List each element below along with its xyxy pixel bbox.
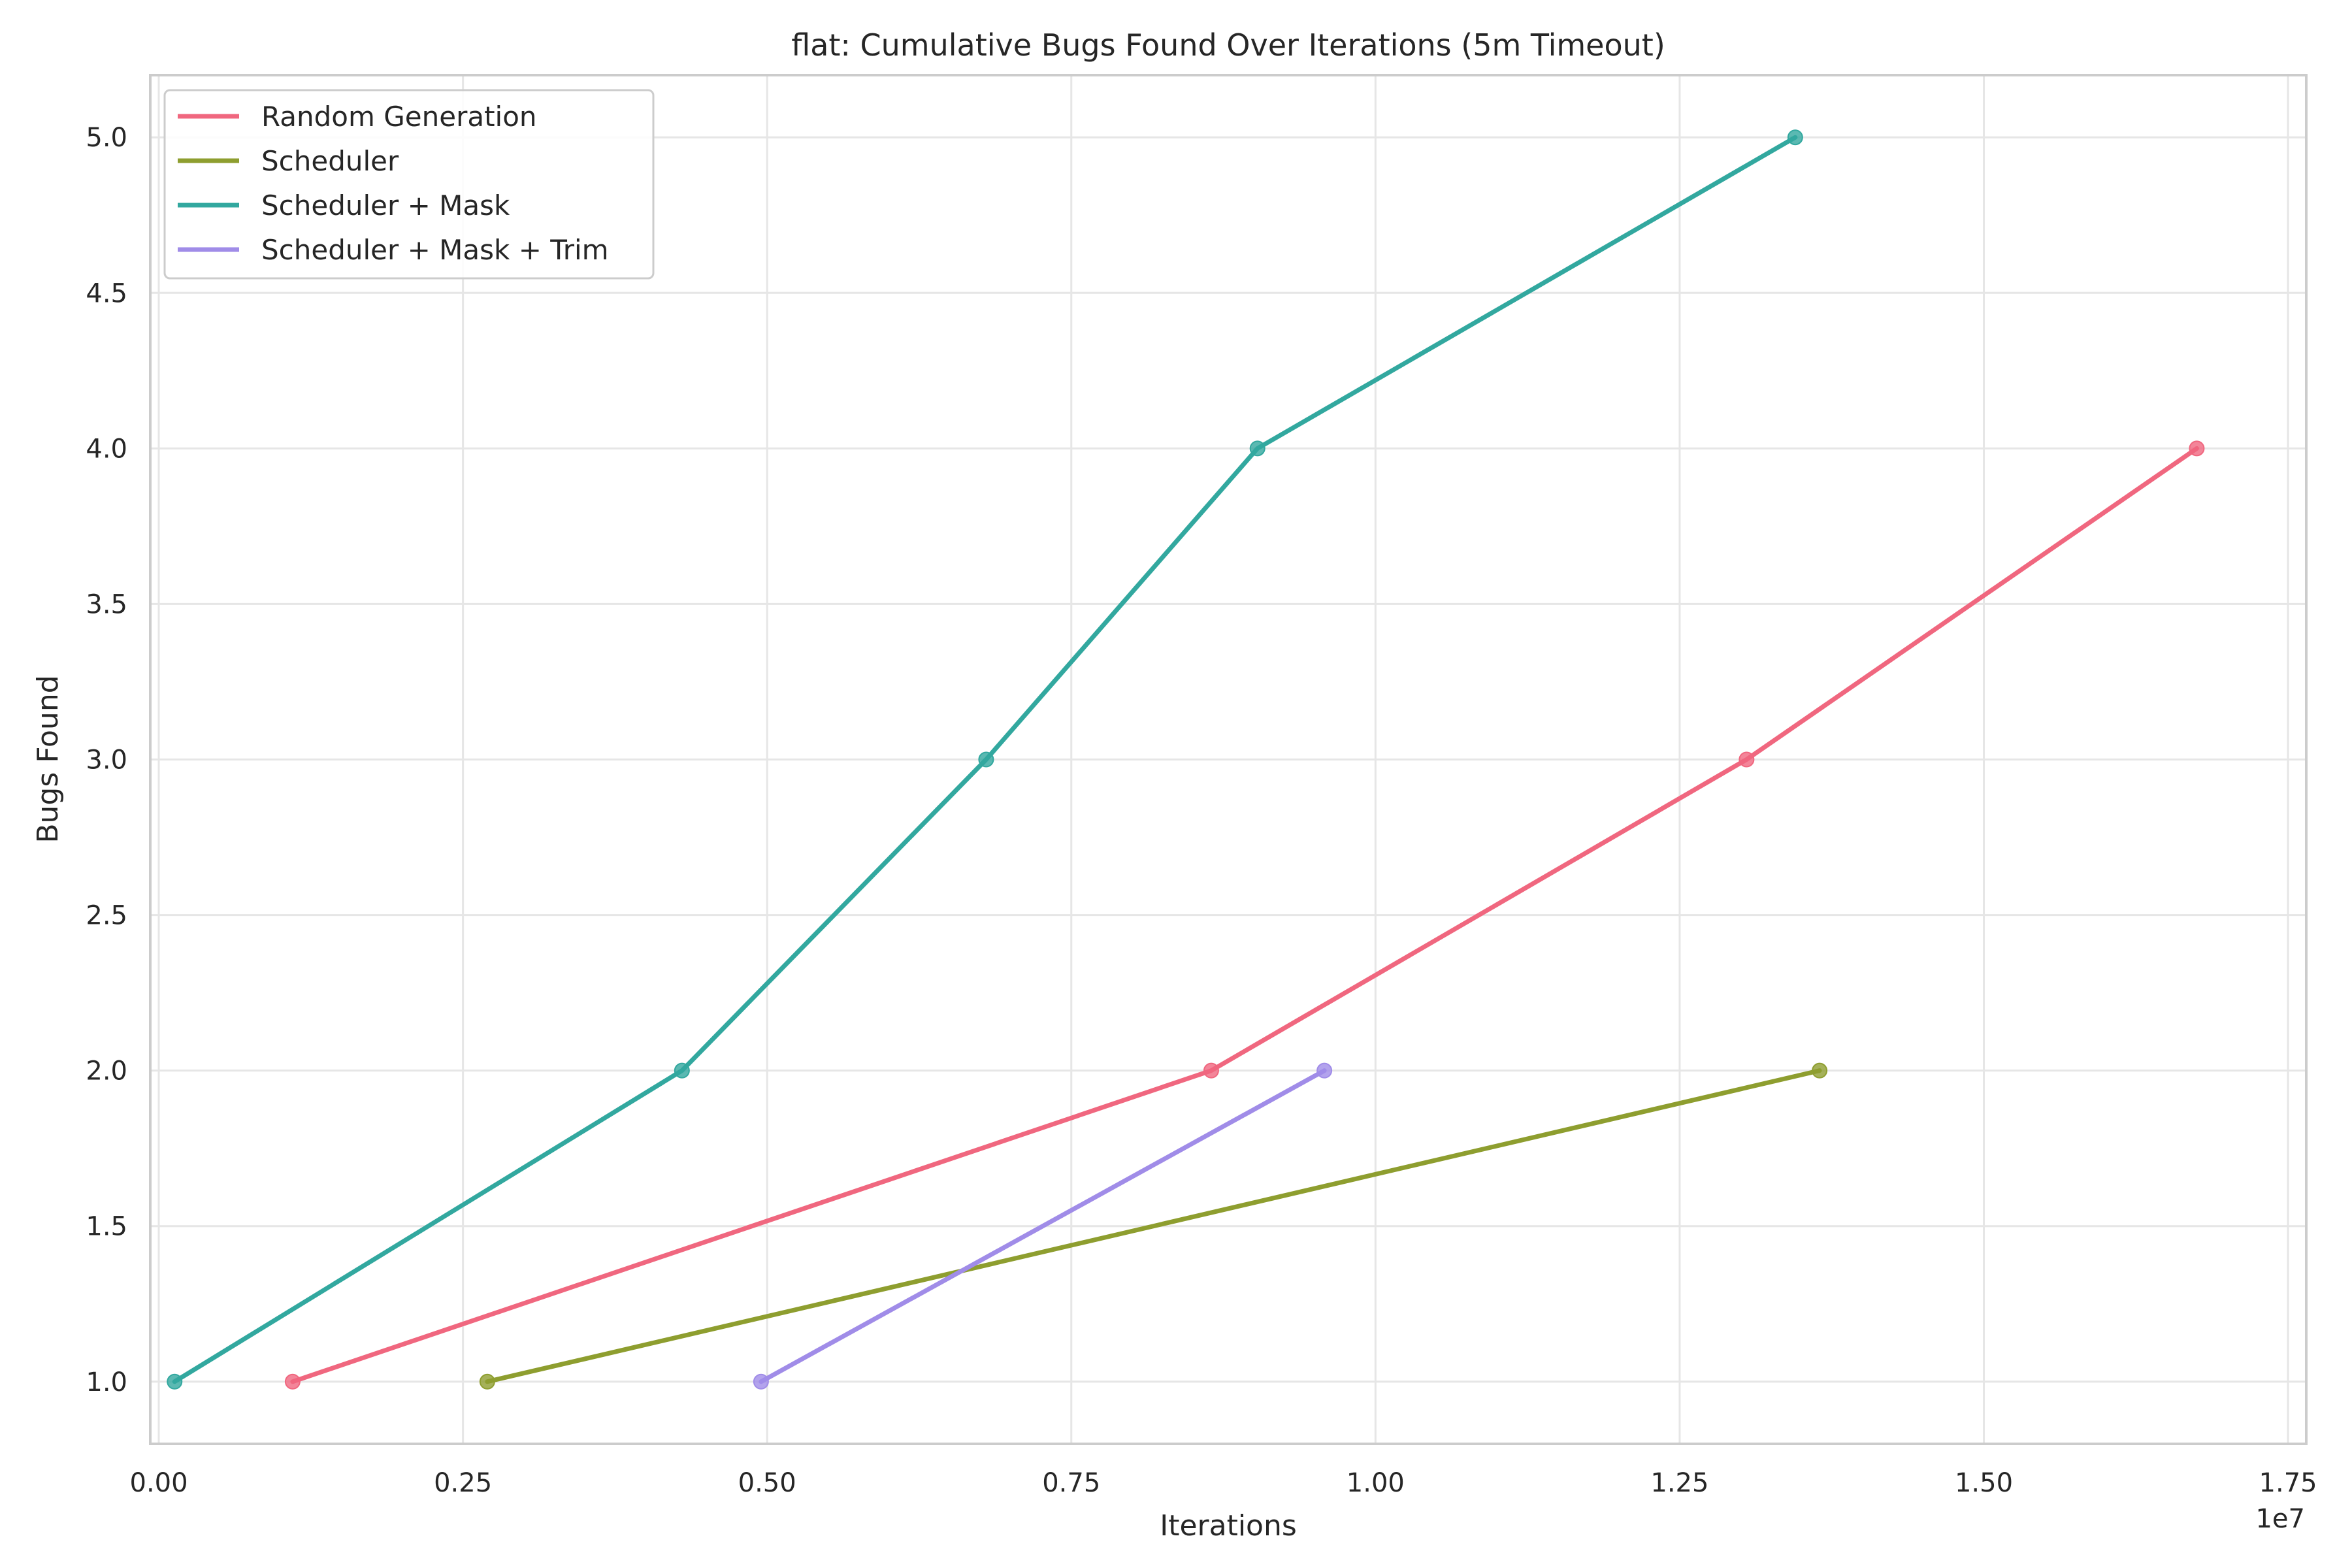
data-point: [753, 1373, 769, 1390]
x-tick-label: 0.75: [1042, 1468, 1100, 1498]
series-group: [167, 129, 2205, 1390]
series-line: [290, 446, 2199, 1384]
data-point: [479, 1373, 495, 1390]
grid: [150, 75, 2306, 1444]
legend-label: Scheduler + Mask + Trim: [261, 234, 609, 266]
data-point: [1812, 1062, 1828, 1079]
series-scheduler-mask-trim: [753, 1062, 1333, 1390]
y-tick-label: 2.5: [86, 901, 127, 931]
data-point: [284, 1373, 301, 1390]
data-point: [978, 751, 994, 768]
legend-label: Random Generation: [261, 101, 537, 133]
tick-labels: 0.00 0.25 0.50 0.75 1.00 1.25 1.50 1.75 1.0 1.5 2.…: [86, 123, 2317, 1498]
series-line: [759, 1068, 1327, 1384]
legend-items: Random Generation Scheduler Scheduler + Ma…: [178, 101, 609, 266]
x-axis-label: Iterations: [1160, 1509, 1297, 1543]
data-point: [1739, 751, 1755, 768]
x-tick-label: 1.75: [2259, 1468, 2317, 1498]
plot-frame: [149, 74, 2308, 1445]
legend-label: Scheduler + Mask: [261, 189, 510, 221]
legend-label: Scheduler: [261, 145, 399, 177]
y-tick-label: 4.0: [86, 434, 127, 464]
data-point: [167, 1373, 183, 1390]
y-tick-label: 3.5: [86, 589, 127, 619]
y-tick-label: 1.0: [86, 1367, 127, 1397]
data-point: [674, 1062, 690, 1079]
data-point: [2189, 440, 2205, 457]
x-axis-offset-label: 1e7: [2255, 1504, 2305, 1534]
x-tick-label: 0.50: [738, 1468, 796, 1498]
x-tick-label: 0.25: [434, 1468, 492, 1498]
data-point: [1203, 1062, 1219, 1079]
legend-item: Scheduler + Mask + Trim: [178, 234, 609, 266]
y-tick-label: 2.0: [86, 1056, 127, 1086]
y-tick-label: 1.5: [86, 1212, 127, 1242]
y-axis-label: Bugs Found: [31, 675, 65, 843]
legend: Random Generation Scheduler Scheduler + Ma…: [163, 89, 655, 280]
series-scheduler: [479, 1062, 1828, 1390]
data-point: [1249, 440, 1266, 457]
data-point: [1316, 1062, 1333, 1079]
x-tick-label: 1.50: [1955, 1468, 2013, 1498]
legend-box: [163, 89, 655, 280]
legend-item: Scheduler + Mask: [178, 189, 510, 221]
series-line: [485, 1068, 1822, 1384]
legend-item: Scheduler: [178, 145, 399, 177]
series-random-generation: [284, 440, 2205, 1390]
y-tick-label: 3.0: [86, 745, 127, 776]
x-tick-label: 1.25: [1650, 1468, 1708, 1498]
x-tick-label: 0.00: [130, 1468, 188, 1498]
chart-title: flat: Cumulative Bugs Found Over Iterati…: [791, 27, 1665, 63]
y-tick-label: 4.5: [86, 278, 127, 308]
series-scheduler-mask: [167, 129, 1803, 1390]
x-tick-label: 1.00: [1347, 1468, 1405, 1498]
y-tick-label: 5.0: [86, 123, 127, 153]
legend-item: Random Generation: [178, 101, 537, 133]
data-point: [1787, 129, 1803, 146]
